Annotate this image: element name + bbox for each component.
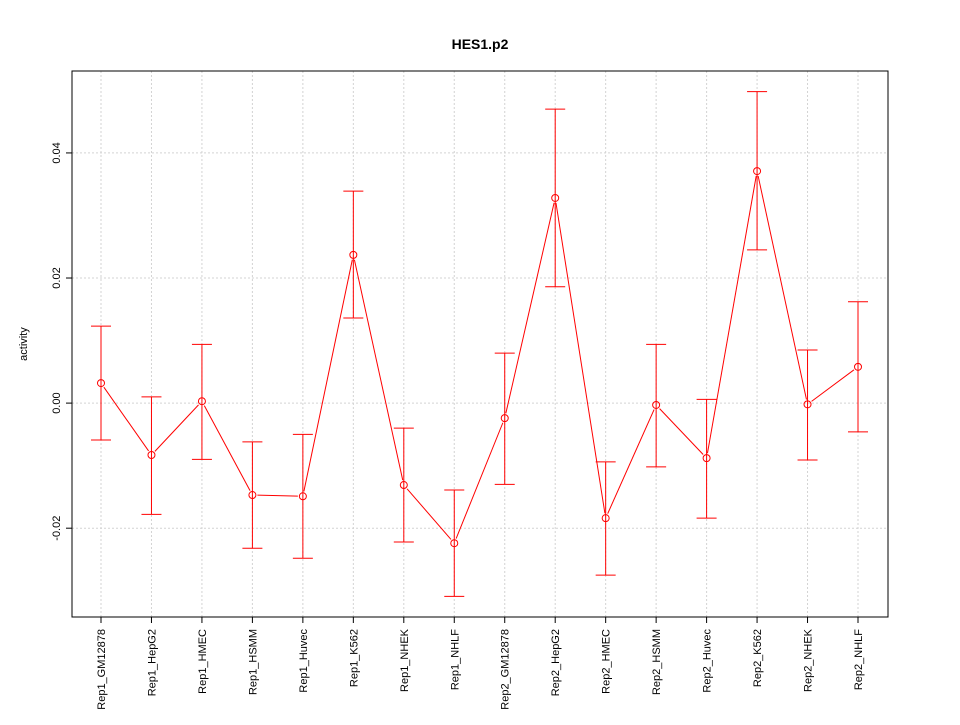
x-tick-label: Rep1_NHLF <box>449 629 461 690</box>
x-tick-label: Rep2_Huvec <box>702 629 714 693</box>
series-line-segment <box>406 488 452 540</box>
x-tick-label: Rep1_HMEC <box>197 629 209 694</box>
data-point <box>147 451 156 460</box>
data-point <box>248 491 257 500</box>
x-tick-label: Rep2_HMEC <box>601 629 613 694</box>
data-point <box>97 379 105 388</box>
x-tick-label: Rep2_HSMM <box>651 629 663 695</box>
x-tick-label: Rep2_NHEK <box>803 628 815 692</box>
data-point <box>349 250 358 259</box>
data-point <box>551 193 560 202</box>
data-point <box>500 414 509 423</box>
series-line-segment <box>103 386 150 452</box>
x-tick-label: Rep1_Huvec <box>298 629 310 693</box>
series-line-segment <box>303 259 353 492</box>
series-line-segment <box>706 175 757 454</box>
series-line-segment <box>203 405 251 491</box>
x-tick-label: Rep2_K562 <box>752 629 764 687</box>
x-tick-label: Rep2_HepG2 <box>550 629 562 696</box>
x-tick-label: Rep1_HepG2 <box>146 629 158 696</box>
series-line-segment <box>353 259 404 481</box>
x-tick-label: Rep1_K562 <box>348 629 360 687</box>
data-point <box>197 397 206 406</box>
x-tick-label: Rep2_GM12878 <box>500 629 512 710</box>
series-line-segment <box>555 202 606 514</box>
x-tick-label: Rep1_NHEK <box>399 628 411 692</box>
data-point <box>753 167 762 176</box>
y-axis-label: activity <box>18 327 30 361</box>
series-line-segment <box>607 409 655 514</box>
x-tick-label: Rep1_GM12878 <box>96 629 108 710</box>
data-point <box>803 400 812 409</box>
chart-title: HES1.p2 <box>452 36 509 52</box>
series-line-segment <box>257 494 298 497</box>
x-tick-label: Rep1_HSMM <box>247 629 259 695</box>
series-line-segment <box>455 422 504 539</box>
x-tick-label: Rep2_NHLF <box>853 629 865 690</box>
y-tick-label: -0.02 <box>51 516 63 541</box>
data-point <box>450 539 459 548</box>
data-point <box>298 492 307 501</box>
data-point <box>399 481 408 490</box>
series-line-segment <box>811 369 855 402</box>
y-tick-label: 0.04 <box>51 142 63 163</box>
plot-frame <box>71 70 889 618</box>
data-point <box>601 514 610 523</box>
data-point <box>652 400 661 409</box>
series-line-segment <box>659 408 704 455</box>
data-point <box>854 362 862 371</box>
y-tick-label: 0.02 <box>51 267 63 288</box>
data-point <box>702 454 711 463</box>
y-tick-label: 0.00 <box>51 392 63 413</box>
series-line-segment <box>505 202 555 414</box>
series-line-segment <box>154 404 199 452</box>
series-line-segment <box>757 175 807 400</box>
